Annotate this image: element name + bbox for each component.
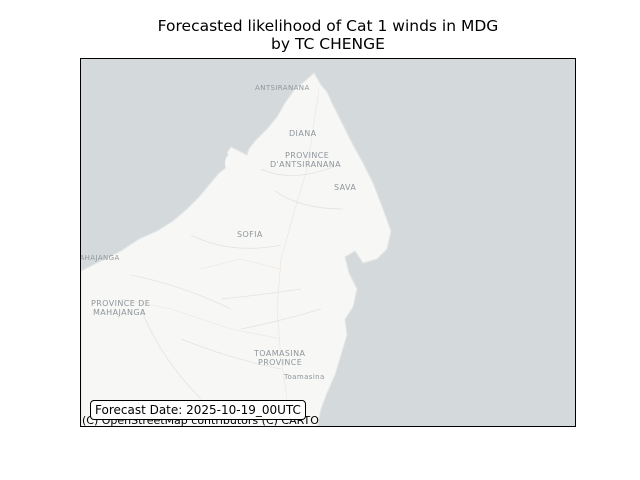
- road-lines: [120, 88, 320, 400]
- title-line-2: by TC CHENGE: [271, 35, 385, 53]
- label-sofia: SOFIA: [237, 230, 263, 239]
- label-province-mahajanga-2: MAHAJANGA: [93, 308, 146, 317]
- label-mahajanga-city: MAHAJANGA: [81, 254, 120, 262]
- label-sava: SAVA: [334, 183, 357, 192]
- title-line-1: Forecasted likelihood of Cat 1 winds in …: [157, 17, 499, 35]
- map-panel: ANTSIRANANA DIANA PROVINCE D'ANTSIRANANA…: [80, 58, 576, 427]
- island-nosy-be: [225, 154, 237, 172]
- boundary-lines: [130, 166, 344, 400]
- island-small: [237, 167, 247, 175]
- label-diana: DIANA: [289, 129, 317, 138]
- label-toamasina-city: Toamasina: [284, 373, 325, 381]
- label-province-antsiranana-2: D'ANTSIRANANA: [270, 160, 341, 169]
- label-province-antsiranana-1: PROVINCE: [285, 151, 330, 160]
- basemap: [81, 59, 575, 426]
- label-antsiranana-city: ANTSIRANANA: [255, 84, 310, 92]
- label-toamasina-province-2: PROVINCE: [258, 358, 303, 367]
- label-toamasina-province-1: TOAMASINA: [254, 349, 306, 358]
- chart-title: Forecasted likelihood of Cat 1 winds in …: [0, 17, 640, 53]
- forecast-date-box: Forecast Date: 2025-10-19_00UTC: [90, 400, 306, 420]
- landmass: [81, 72, 392, 426]
- label-province-mahajanga-1: PROVINCE DE: [91, 299, 151, 308]
